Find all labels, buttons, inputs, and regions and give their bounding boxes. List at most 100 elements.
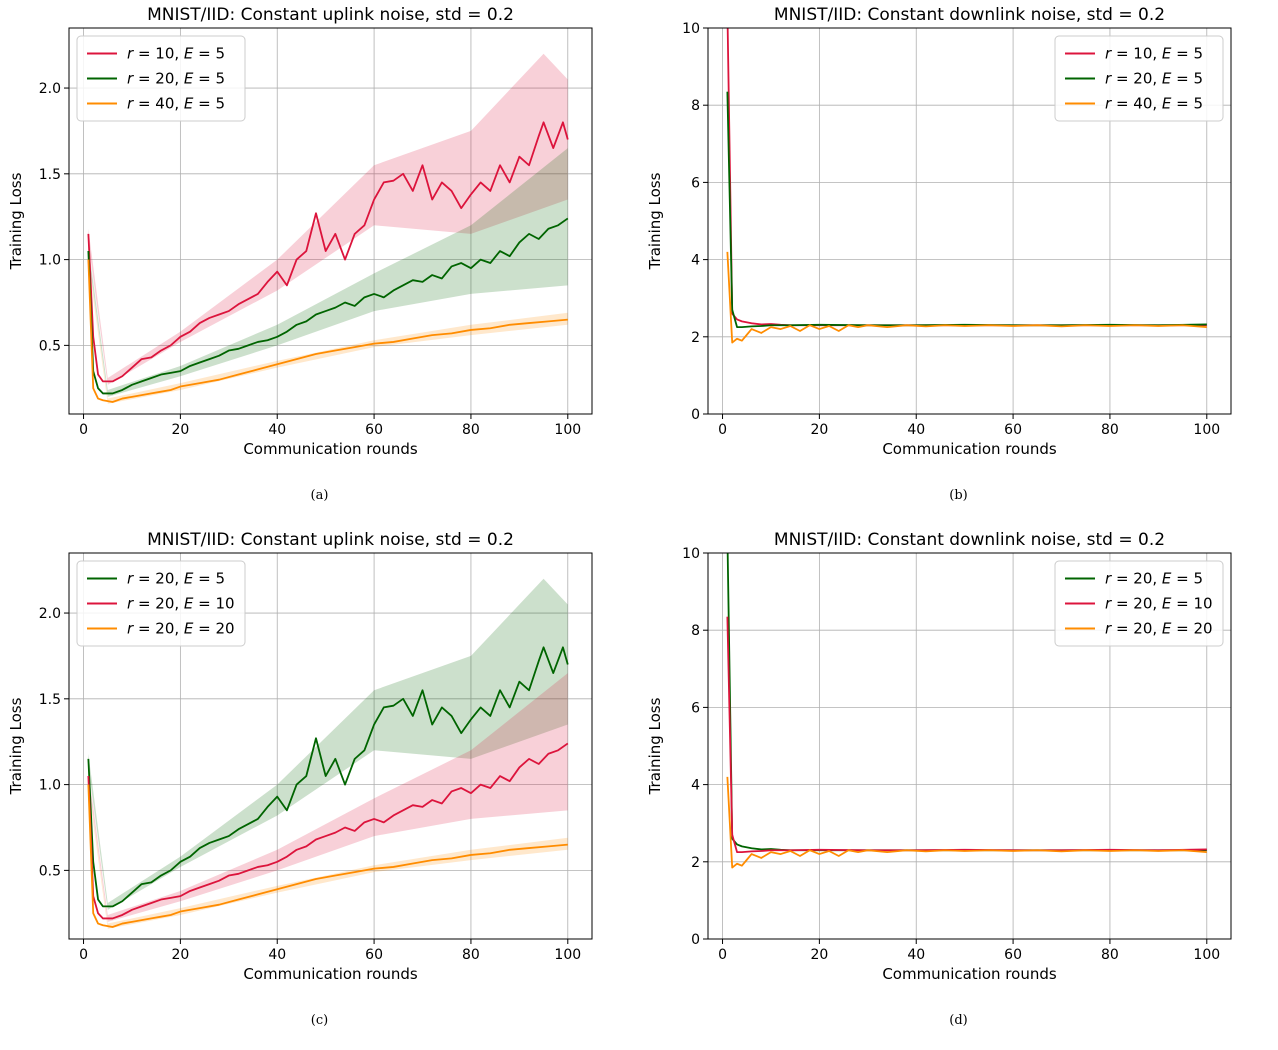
y-tick-label: 8 xyxy=(691,98,700,114)
x-tick-label: 60 xyxy=(1004,422,1022,438)
y-axis-label: Training Loss xyxy=(7,697,25,795)
y-tick-label: 10 xyxy=(682,21,700,37)
caption-b: (b) xyxy=(949,488,968,503)
series-line-0 xyxy=(87,646,569,908)
y-tick-label: 1.0 xyxy=(39,778,61,794)
legend-box xyxy=(1054,35,1224,122)
x-tick-label: 80 xyxy=(1101,947,1119,963)
chart-a: MNIST/IID: Constant uplink noise, std = … xyxy=(7,5,593,458)
legend-label: r = 20, E = 5 xyxy=(127,570,225,588)
x-axis-label: Communication rounds xyxy=(243,965,418,983)
y-tick-label: 2.0 xyxy=(39,606,61,622)
plot-area xyxy=(726,28,1207,344)
confidence-band-0 xyxy=(88,53,568,385)
y-tick-label: 4 xyxy=(691,778,700,794)
x-tick-label: 0 xyxy=(79,947,88,963)
x-tick-label: 80 xyxy=(462,947,480,963)
x-tick-label: 100 xyxy=(554,422,581,438)
legend-box xyxy=(1054,560,1224,647)
x-tick-label: 40 xyxy=(907,947,925,963)
series-line-2 xyxy=(87,259,568,403)
x-tick-label: 80 xyxy=(462,422,480,438)
series-line-2 xyxy=(87,784,568,928)
y-tick-label: 0.5 xyxy=(39,863,61,879)
chart-title: MNIST/IID: Constant uplink noise, std = … xyxy=(147,5,514,25)
x-tick-label: 40 xyxy=(268,947,286,963)
legend: r = 20, E = 5 r = 20, E = 10 r = 20, E = 2… xyxy=(76,560,246,647)
chart-panel-a: MNIST/IID: Constant uplink noise, std = … xyxy=(0,0,639,525)
legend-label: r = 20, E = 10 xyxy=(1105,595,1213,613)
series-line-2 xyxy=(726,251,1207,344)
caption-a: (a) xyxy=(310,488,329,503)
y-axis-label: Training Loss xyxy=(7,172,25,270)
series-line-2 xyxy=(726,776,1207,869)
x-axis-label: Communication rounds xyxy=(243,440,418,458)
series-line-1 xyxy=(726,91,1207,329)
x-tick-label: 40 xyxy=(907,422,925,438)
confidence-band-0 xyxy=(88,578,568,910)
plot-frame xyxy=(707,27,1232,415)
chart-title: MNIST/IID: Constant downlink noise, std … xyxy=(774,5,1165,25)
plot-area xyxy=(726,553,1207,869)
plot-frame xyxy=(68,552,593,940)
x-tick-label: 0 xyxy=(79,422,88,438)
y-tick-label: 1.5 xyxy=(39,167,61,183)
chart-c: MNIST/IID: Constant uplink noise, std = … xyxy=(7,530,593,983)
x-tick-label: 60 xyxy=(365,422,383,438)
legend-label: r = 10, E = 5 xyxy=(1105,45,1203,63)
y-axis-label: Training Loss xyxy=(646,697,664,795)
y-tick-label: 0 xyxy=(691,407,700,423)
legend-box xyxy=(76,35,246,122)
series-line-1 xyxy=(726,616,1207,854)
x-tick-label: 60 xyxy=(365,947,383,963)
legend: r = 20, E = 5 r = 20, E = 10 r = 20, E = 2… xyxy=(1054,560,1224,647)
x-tick-label: 100 xyxy=(1193,422,1220,438)
y-tick-label: 6 xyxy=(691,700,700,716)
plot-area xyxy=(87,53,569,404)
chart-d: MNIST/IID: Constant downlink noise, std … xyxy=(646,530,1232,983)
plot-frame xyxy=(707,552,1232,940)
plot-area xyxy=(87,578,569,929)
legend-box xyxy=(76,560,246,647)
x-tick-label: 0 xyxy=(718,422,727,438)
y-tick-label: 2 xyxy=(691,330,700,346)
caption-c: (c) xyxy=(310,1013,329,1028)
x-tick-label: 100 xyxy=(554,947,581,963)
x-axis-label: Communication rounds xyxy=(882,440,1057,458)
legend-label: r = 20, E = 5 xyxy=(1105,570,1203,588)
x-tick-label: 20 xyxy=(810,422,828,438)
x-tick-label: 20 xyxy=(171,947,189,963)
y-tick-label: 6 xyxy=(691,175,700,191)
chart-title: MNIST/IID: Constant uplink noise, std = … xyxy=(147,530,514,550)
y-axis-label: Training Loss xyxy=(646,172,664,270)
plot-frame xyxy=(68,27,593,415)
y-tick-label: 0 xyxy=(691,932,700,948)
y-tick-label: 1.0 xyxy=(39,253,61,269)
y-tick-label: 2.0 xyxy=(39,81,61,97)
chart-title: MNIST/IID: Constant downlink noise, std … xyxy=(774,530,1165,550)
chart-b: MNIST/IID: Constant downlink noise, std … xyxy=(646,5,1232,458)
x-tick-label: 20 xyxy=(171,422,189,438)
x-tick-label: 60 xyxy=(1004,947,1022,963)
legend: r = 10, E = 5 r = 20, E = 5 r = 40, E = 5 xyxy=(76,35,246,122)
legend-label: r = 20, E = 5 xyxy=(1105,70,1203,88)
y-tick-label: 10 xyxy=(682,546,700,562)
legend-label: r = 40, E = 5 xyxy=(1105,95,1203,113)
confidence-band-1 xyxy=(88,148,568,397)
x-tick-label: 40 xyxy=(268,422,286,438)
legend-label: r = 10, E = 5 xyxy=(127,45,225,63)
y-tick-label: 2 xyxy=(691,855,700,871)
x-tick-label: 20 xyxy=(810,947,828,963)
y-tick-label: 4 xyxy=(691,253,700,269)
series-line-1 xyxy=(87,742,569,920)
x-tick-label: 100 xyxy=(1193,947,1220,963)
chart-panel-c: MNIST/IID: Constant uplink noise, std = … xyxy=(0,525,639,1050)
confidence-band-1 xyxy=(88,673,568,922)
x-tick-label: 80 xyxy=(1101,422,1119,438)
y-tick-label: 8 xyxy=(691,623,700,639)
legend-label: r = 40, E = 5 xyxy=(127,95,225,113)
chart-panel-d: MNIST/IID: Constant downlink noise, std … xyxy=(639,525,1278,1050)
legend: r = 10, E = 5 r = 20, E = 5 r = 40, E = 5 xyxy=(1054,35,1224,122)
series-line-1 xyxy=(87,217,569,395)
y-tick-label: 1.5 xyxy=(39,692,61,708)
